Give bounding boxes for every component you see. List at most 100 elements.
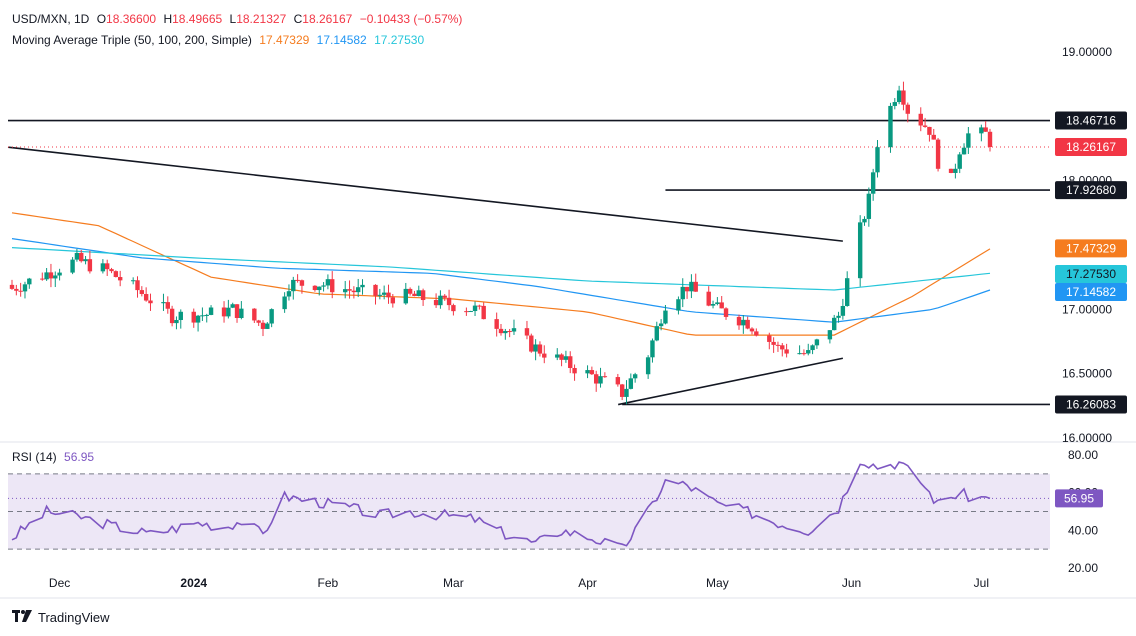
candle — [265, 322, 270, 329]
candle — [226, 299, 231, 319]
candle-body — [542, 353, 547, 358]
candle-body — [139, 290, 145, 295]
rsi-band — [8, 473, 1050, 550]
candle — [53, 271, 58, 288]
high-value: 18.49665 — [172, 12, 223, 26]
candle-body — [446, 297, 452, 306]
rsi-legend[interactable]: RSI (14) 56.95 — [12, 450, 98, 464]
price-label-box — [1055, 111, 1127, 130]
close-value: 18.26167 — [302, 12, 353, 26]
candle — [875, 139, 880, 178]
candle — [282, 292, 287, 313]
candle-body — [983, 127, 988, 132]
candle — [498, 324, 504, 336]
candle-body — [862, 218, 867, 223]
candle — [286, 284, 292, 301]
candle — [494, 312, 499, 337]
price-label-text: 17.14582 — [1066, 285, 1116, 299]
candle-body — [797, 353, 802, 355]
candle — [433, 293, 439, 308]
candle — [780, 343, 785, 357]
candle-body — [330, 279, 335, 293]
candle-body — [892, 102, 897, 106]
candle — [931, 128, 936, 140]
candle — [957, 152, 962, 174]
price-labels: 18.46716 18.26167 17.92680 17.47329 17.27530… — [1055, 111, 1127, 508]
candle-body — [351, 290, 357, 293]
x-tick-label: Jul — [974, 576, 989, 590]
candle-body — [693, 281, 698, 292]
x-tick-label: Feb — [318, 576, 339, 590]
candle-body — [286, 291, 292, 297]
candle-body — [438, 295, 443, 306]
candle-body — [771, 341, 776, 345]
candle — [533, 339, 538, 361]
candle — [832, 314, 837, 331]
trendline[interactable] — [7, 146, 843, 242]
candle — [615, 373, 621, 387]
candle-body — [234, 304, 240, 318]
candle — [555, 348, 560, 361]
candle — [239, 301, 244, 320]
candle — [572, 364, 577, 381]
candle-body — [511, 328, 517, 332]
candle-body — [239, 308, 244, 318]
candle-body — [174, 320, 179, 324]
candle-body — [810, 345, 815, 351]
candle-body — [827, 330, 833, 340]
candle-body — [317, 286, 322, 291]
price-label: 18.46716 — [1055, 111, 1127, 130]
candle-body — [905, 104, 910, 114]
candle-body — [832, 317, 837, 331]
candle-body — [230, 304, 235, 308]
candle — [117, 270, 123, 287]
y-tick-label: 16.00000 — [1062, 431, 1112, 445]
trendline[interactable] — [618, 357, 844, 406]
candle — [330, 271, 335, 299]
candle — [407, 287, 413, 296]
candle-body — [935, 139, 941, 169]
candle — [442, 294, 447, 301]
trendlines[interactable] — [7, 119, 1050, 406]
candle-body — [684, 286, 690, 292]
open-value: 18.36600 — [106, 12, 157, 26]
x-tick-label: Jun — [842, 576, 861, 590]
candle — [624, 380, 629, 405]
candle — [48, 263, 54, 288]
candle — [676, 296, 681, 315]
candle-body — [321, 285, 326, 287]
candle-body — [165, 302, 170, 309]
candle-body — [53, 275, 58, 279]
rsi-tick-label: 40.00 — [1068, 523, 1098, 537]
candle — [706, 286, 711, 307]
candle-body — [148, 300, 153, 304]
candle — [221, 301, 227, 323]
open-label: O18.36600 — [96, 12, 157, 26]
candle-body — [195, 315, 201, 323]
candle-body — [191, 311, 196, 323]
candle-body — [87, 259, 93, 272]
candle-body — [918, 113, 923, 126]
candle — [723, 307, 729, 320]
candle-body — [658, 323, 664, 327]
candle-body — [105, 263, 110, 270]
candle — [446, 289, 452, 311]
rsi-label-box — [1055, 489, 1103, 508]
moving-average-legend[interactable]: Moving Average Triple (50, 100, 200, Sim… — [12, 33, 428, 47]
candle-body — [265, 323, 270, 329]
candle-body — [282, 296, 287, 310]
candle-body — [464, 311, 469, 313]
candle-body — [442, 295, 447, 298]
candle-body — [628, 378, 634, 389]
candle — [386, 284, 391, 304]
candle — [689, 274, 694, 299]
candle — [325, 274, 331, 290]
x-tick-label: Apr — [578, 576, 597, 590]
symbol-label[interactable]: USD/MXN, 1D — [12, 12, 90, 26]
candle-body — [373, 284, 378, 296]
tradingview-brand[interactable]: TradingView — [12, 610, 110, 625]
candle — [797, 345, 802, 355]
candle — [771, 337, 776, 353]
candle — [585, 365, 590, 379]
